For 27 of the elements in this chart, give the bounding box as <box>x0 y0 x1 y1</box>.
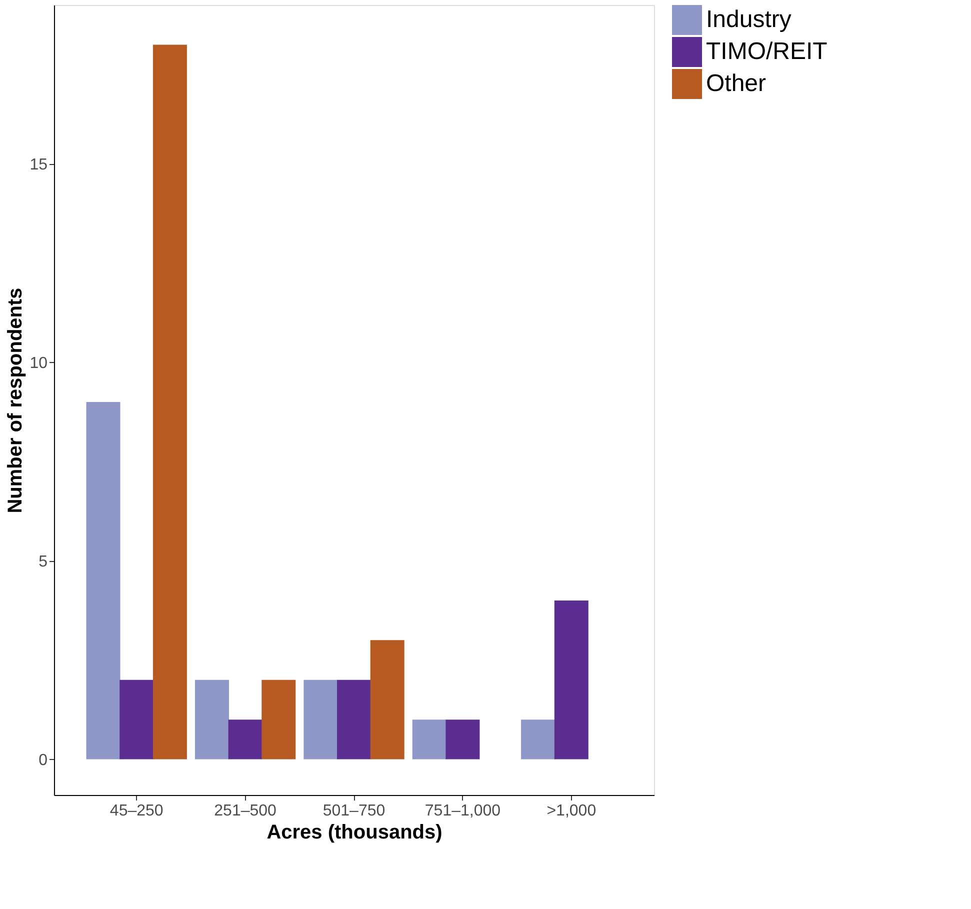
bar <box>521 720 556 760</box>
y-tick-label: 0 <box>38 752 48 769</box>
y-axis-title: Number of respondents <box>4 288 27 514</box>
x-tick-label: >1,000 <box>546 802 596 820</box>
bar <box>120 680 154 760</box>
legend-label: TIMO/REIT <box>706 38 828 65</box>
x-tick-label: 501–750 <box>322 802 386 820</box>
bar <box>304 680 338 760</box>
legend-label: Other <box>706 70 766 97</box>
bar <box>370 640 404 760</box>
y-tick-label: 15 <box>30 156 48 174</box>
x-tick-label: 251–500 <box>214 802 277 820</box>
bar <box>228 720 262 760</box>
bar <box>554 600 588 760</box>
bar <box>412 720 446 760</box>
x-tick-label: 751–1,000 <box>424 802 501 820</box>
x-axis-title: Acres (thousands) <box>266 822 442 844</box>
legend-label: Industry <box>706 6 792 33</box>
y-tick-label: 10 <box>30 354 48 372</box>
y-tick-label: 5 <box>38 553 48 570</box>
bar <box>152 44 187 760</box>
bar <box>194 680 229 760</box>
bar <box>337 680 371 760</box>
bar <box>446 720 480 760</box>
x-tick-label: 45–250 <box>110 802 164 820</box>
bar <box>86 402 120 760</box>
bar <box>262 680 296 760</box>
